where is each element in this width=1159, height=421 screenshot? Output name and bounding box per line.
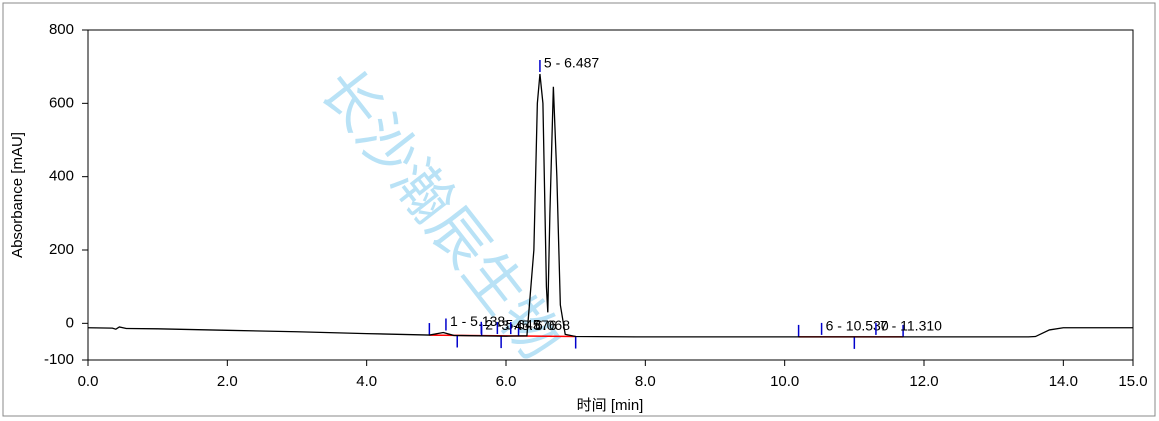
y-tick-label: -100 (44, 351, 74, 368)
y-tick-label: 600 (49, 94, 74, 111)
y-tick-label: 800 (49, 21, 74, 38)
x-tick-label: 14.0 (1049, 373, 1078, 390)
peak-label: 4 - 6.068 (515, 317, 570, 333)
peak-label: 6 - 10.530 (826, 318, 889, 334)
peak-label: 2 - 5.645 (485, 317, 540, 333)
x-tick-label: 4.0 (356, 373, 377, 390)
peak-label: 7 - 11.310 (880, 318, 942, 334)
x-axis-label: 时间 [min] (577, 397, 644, 414)
peak-label: 1 - 5.138 (450, 313, 505, 329)
x-tick-label: 6.0 (496, 373, 517, 390)
plot-frame (87, 29, 1134, 361)
y-tick-label: 0 (66, 314, 74, 331)
x-tick-label: 15.0 (1118, 373, 1147, 390)
y-tick-label: 200 (49, 241, 74, 258)
y-tick-label: 400 (49, 168, 74, 185)
y-axis-label: Absorbance [mAU] (9, 132, 26, 258)
trace (87, 73, 1133, 338)
x-tick-label: 12.0 (909, 373, 938, 390)
x-tick-label: 8.0 (635, 373, 656, 390)
x-tick-label: 10.0 (770, 373, 799, 390)
x-tick-label: 2.0 (217, 373, 238, 390)
peak-label: 3 - 5.876 (501, 317, 556, 333)
x-tick-label: 0.0 (78, 373, 99, 390)
peak-label: 5 - 6.487 (544, 55, 599, 71)
